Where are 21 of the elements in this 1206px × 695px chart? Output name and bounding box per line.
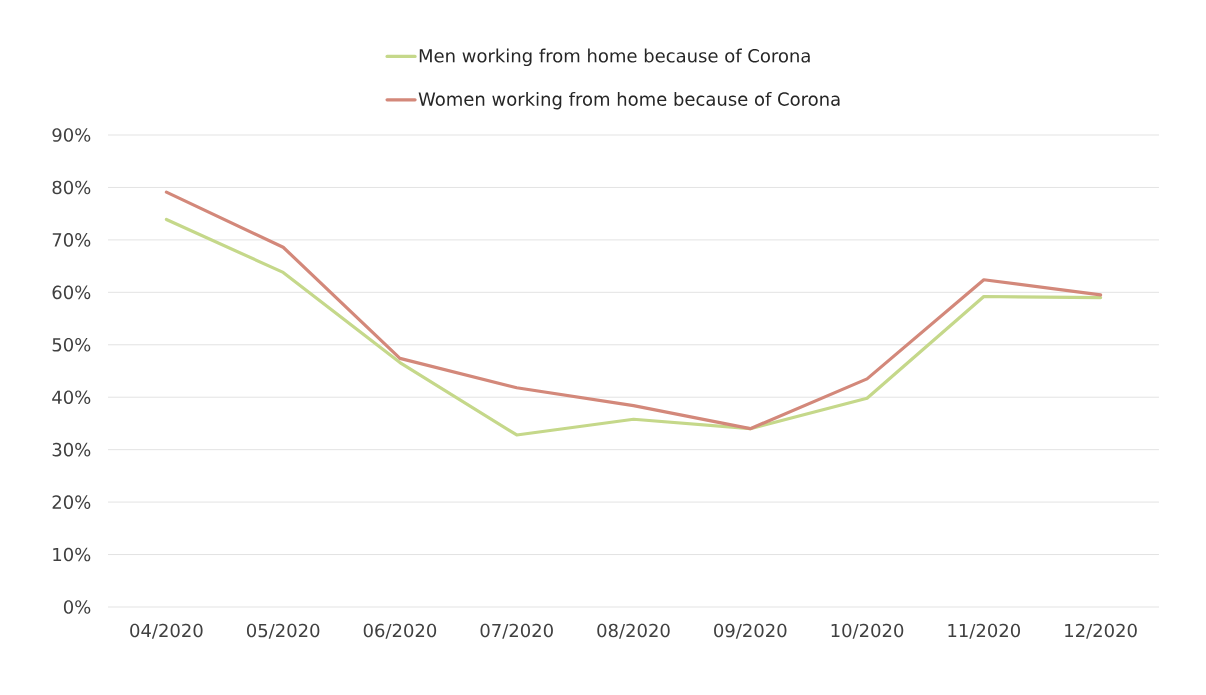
x-tick-label: 09/2020 — [714, 623, 787, 639]
y-tick-label: 30% — [52, 442, 91, 457]
x-tick-label: 06/2020 — [363, 623, 437, 639]
x-tick-label: 10/2020 — [831, 623, 904, 639]
y-tick-label: 40% — [52, 390, 91, 405]
legend-label: Women working from home because of Corona — [418, 91, 840, 110]
y-tick-label: 20% — [52, 495, 91, 509]
y-tick-label: 0% — [63, 600, 91, 614]
y-tick-label: 10% — [53, 547, 91, 562]
legend-label: Men working from home because of Corona — [419, 48, 810, 67]
x-tick-label: 11/2020 — [948, 623, 1021, 639]
y-tick-label: 50% — [52, 337, 91, 352]
y-tick-label: 80% — [52, 180, 91, 195]
y-tick-label: 70% — [52, 233, 91, 247]
x-tick-label: 05/2020 — [246, 623, 320, 639]
x-tick-label: 07/2020 — [480, 623, 553, 639]
y-tick-label: 90% — [52, 128, 91, 142]
x-tick-label: 12/2020 — [1065, 623, 1137, 639]
x-tick-label: 08/2020 — [597, 623, 670, 639]
y-tick-label: 60% — [52, 285, 91, 300]
x-tick-label: 04/2020 — [130, 623, 203, 639]
